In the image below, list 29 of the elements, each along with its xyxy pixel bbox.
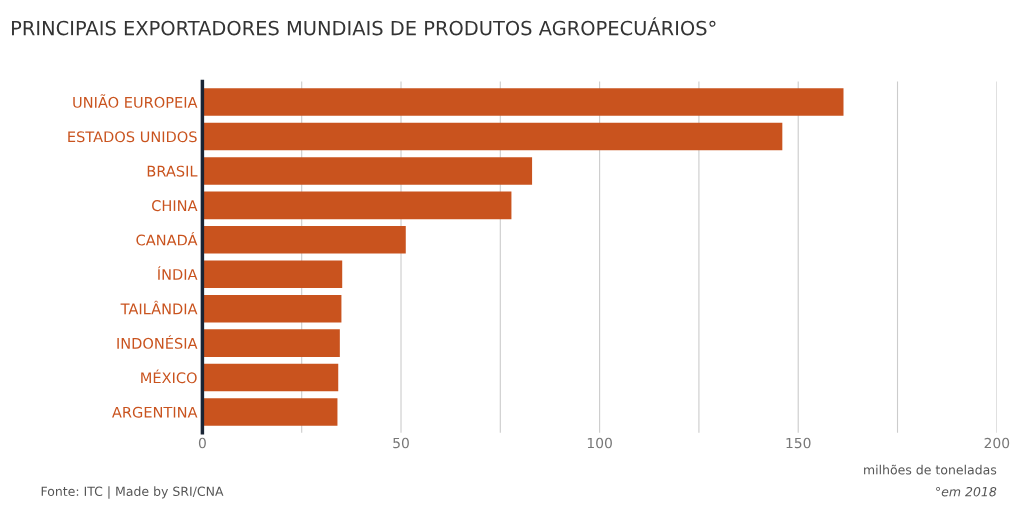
x-tick-label: 200 <box>984 437 1010 449</box>
x-tick-label: 150 <box>786 437 811 449</box>
x-tick-label: 100 <box>587 437 612 449</box>
x-tick-label: 50 <box>393 437 409 449</box>
y-tick-label: ESTADOS UNIDOS <box>68 131 197 143</box>
bar <box>202 157 533 185</box>
bar <box>202 191 512 220</box>
y-tick-label: ÍNDIA <box>157 266 198 280</box>
y-tick-label: TAILÂNDIA <box>120 300 198 315</box>
bar <box>202 260 343 289</box>
y-tick-label: CHINA <box>152 200 198 212</box>
x-axis-title: milhões de toneladas <box>864 464 997 475</box>
bar <box>202 363 339 392</box>
y-tick-label: UNIÃO EUROPEIA <box>73 94 198 108</box>
bar <box>202 329 340 357</box>
bar <box>202 226 406 254</box>
chart-title: PRINCIPAIS EXPORTADORES MUNDIAIS DE PRODUTOS AGROPECUÁRIOS° <box>12 17 716 36</box>
y-tick-label: BRASIL <box>147 165 198 177</box>
y-tick-label: MÉXICO <box>141 369 197 384</box>
bar <box>202 122 783 151</box>
bar <box>202 294 342 323</box>
bar <box>202 398 338 426</box>
bar <box>202 88 844 116</box>
y-tick-label: CANADÁ <box>136 231 198 246</box>
text: °em 2018 <box>936 486 997 497</box>
x-tick-label: 0 <box>198 437 206 449</box>
y-tick-label: INDONÉSIA <box>117 335 198 349</box>
source-note: Fonte: ITC | Made by SRI/CNA <box>41 486 224 499</box>
y-tick-label: ARGENTINA <box>112 406 198 418</box>
